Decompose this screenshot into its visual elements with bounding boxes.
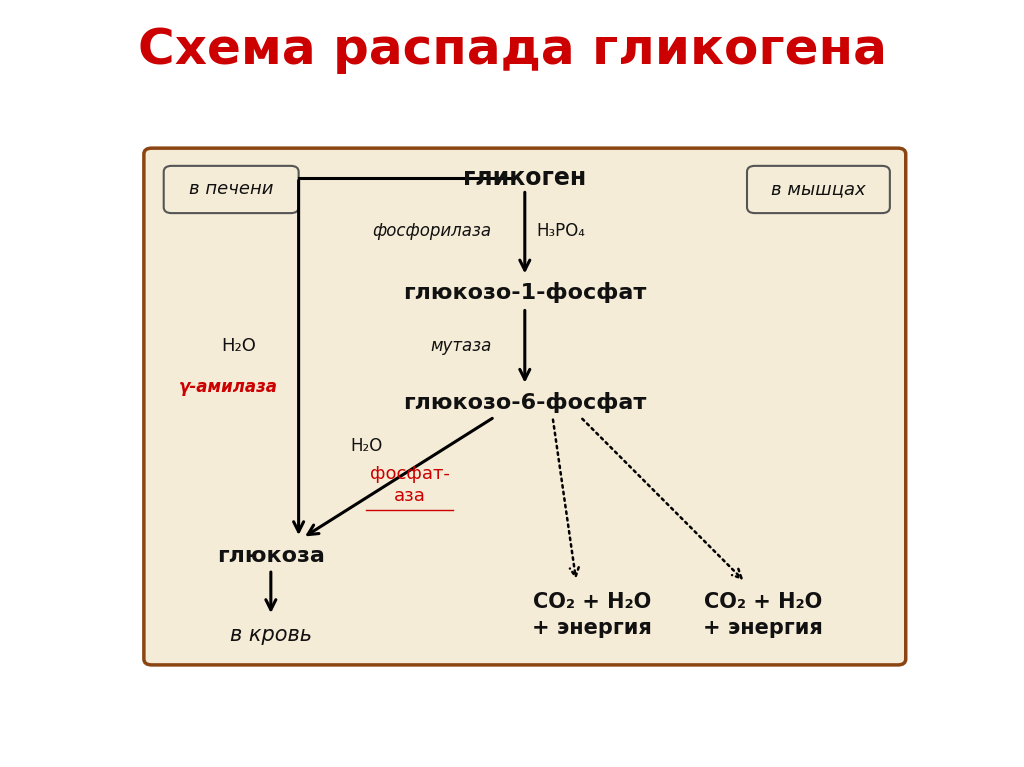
Text: CO₂ + H₂O
+ энергия: CO₂ + H₂O + энергия bbox=[532, 591, 652, 638]
Text: γ-амилаза: γ-амилаза bbox=[179, 378, 279, 397]
Text: в мышцах: в мышцах bbox=[771, 180, 865, 199]
FancyBboxPatch shape bbox=[143, 148, 905, 665]
Text: фосфорилаза: фосфорилаза bbox=[373, 222, 492, 240]
Text: глюкозо-6-фосфат: глюкозо-6-фосфат bbox=[403, 392, 646, 413]
Text: глюкоза: глюкоза bbox=[217, 545, 325, 565]
Text: гликоген: гликоген bbox=[463, 166, 587, 189]
Text: H₃PO₄: H₃PO₄ bbox=[537, 222, 586, 240]
Text: глюкозо-1-фосфат: глюкозо-1-фосфат bbox=[403, 282, 646, 303]
Text: Схема распада гликогена: Схема распада гликогена bbox=[137, 26, 887, 74]
Text: в печени: в печени bbox=[188, 180, 273, 199]
Text: H₂O: H₂O bbox=[221, 337, 257, 355]
FancyBboxPatch shape bbox=[748, 166, 890, 213]
Text: в кровь: в кровь bbox=[229, 625, 312, 645]
Text: CO₂ + H₂O
+ энергия: CO₂ + H₂O + энергия bbox=[702, 591, 823, 638]
Text: фосфат-
аза: фосфат- аза bbox=[370, 465, 450, 505]
FancyBboxPatch shape bbox=[164, 166, 299, 213]
Text: H₂O: H₂O bbox=[350, 437, 382, 456]
Text: мутаза: мутаза bbox=[430, 337, 492, 355]
